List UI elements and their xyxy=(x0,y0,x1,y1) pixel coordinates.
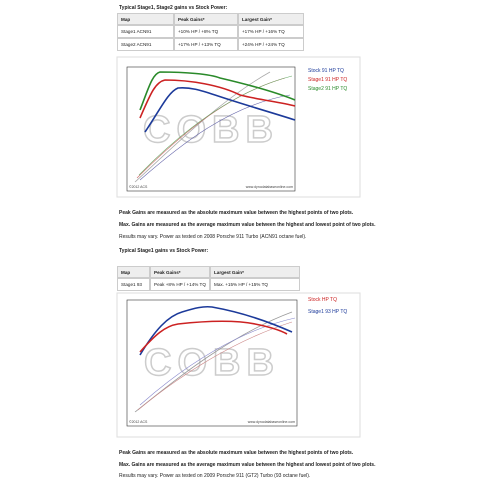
table-header: Map xyxy=(117,13,174,25)
legend-entry: Stock 91 HP TQ xyxy=(308,68,344,74)
heading: Typical Stage1, Stage2 gains vs Stock Po… xyxy=(119,5,228,11)
source: www.dynodatabaseonline.com xyxy=(246,185,293,189)
note: Max. Gains are measured as the average m… xyxy=(119,462,376,468)
table-header: Largest Gain* xyxy=(210,266,300,278)
note: Peak Gains are measured as the absolute … xyxy=(119,210,354,216)
legend-entry: Stock HP TQ xyxy=(308,297,337,303)
curve xyxy=(137,321,293,411)
legend-entry: Stage1 91 HP TQ xyxy=(308,77,347,83)
table-cell: +17% HP / +13% TQ xyxy=(174,38,238,51)
heading: Typical Stage1 gains vs Stock Power: xyxy=(119,248,209,254)
table-cell: +10% HP / +8% TQ xyxy=(174,25,238,38)
table-cell: +24% HP / +24% TQ xyxy=(238,38,304,51)
curve xyxy=(139,317,296,406)
table-cell: Peak +8% HP / +14% TQ xyxy=(150,278,210,291)
curve xyxy=(138,75,293,176)
table-header: Largest Gain* xyxy=(238,13,304,25)
note: Peak Gains are measured as the absolute … xyxy=(119,450,354,456)
curve xyxy=(139,320,288,353)
copyright: ©2012 ACS xyxy=(129,420,148,424)
legend-entry: Stage1 93 HP TQ xyxy=(308,309,347,315)
legend-entry: Stage2 91 HP TQ xyxy=(308,86,347,92)
table-header: Peak Gains* xyxy=(150,266,210,278)
table-cell: Stage1 ACN91 xyxy=(117,25,174,38)
curve xyxy=(134,71,271,183)
table-cell: Stage1 93 xyxy=(117,278,150,291)
curve xyxy=(139,305,293,356)
curve xyxy=(139,79,296,119)
note: Max. Gains are measured as the average m… xyxy=(119,222,376,228)
table-cell: Max. +15% HP / +15% TQ xyxy=(210,278,300,291)
watermark: COBB xyxy=(143,109,279,151)
watermark: COBB xyxy=(144,342,280,384)
curve xyxy=(144,87,296,133)
table-header: Map xyxy=(117,266,150,278)
table-cell: +17% HP / +16% TQ xyxy=(238,25,304,38)
source: www.dynodatabaseonline.com xyxy=(248,420,295,424)
table-header: Peak Gains* xyxy=(174,13,238,25)
note: Results may vary. Power as tested on 200… xyxy=(119,473,311,479)
note: Results may vary. Power as tested on 200… xyxy=(119,234,307,240)
table-cell: Stage2 ACN91 xyxy=(117,38,174,51)
copyright: ©2012 ACS xyxy=(129,185,148,189)
curve xyxy=(139,71,296,111)
curve xyxy=(139,94,291,181)
